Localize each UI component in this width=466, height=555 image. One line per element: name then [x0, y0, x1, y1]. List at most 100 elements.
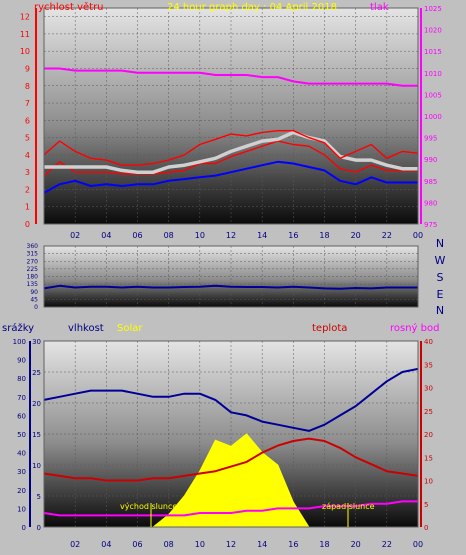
solar-label: Solar [117, 323, 143, 334]
pressure-tick-1005: 1005 [424, 91, 442, 99]
direction-tick-45: 45 [30, 296, 38, 303]
temp-tick-5: 5 [424, 501, 428, 509]
x-tick-p1-00: 00 [413, 231, 423, 240]
temperature-label: teplota [312, 323, 347, 334]
direction-tick-180: 180 [27, 274, 39, 281]
rain-label: srážky [2, 322, 34, 334]
temp-tick-25: 25 [424, 408, 433, 416]
chart-marks [43, 67, 419, 528]
x-tick-p3-16: 16 [288, 540, 298, 549]
humidity-tick-5: 5 [37, 493, 41, 501]
pressure-tick-975: 975 [424, 221, 437, 229]
wind-min-line [43, 160, 418, 194]
pressure-tick-1020: 1020 [424, 27, 442, 35]
pressure-tick-985: 985 [424, 178, 437, 186]
x-tick-p3-12: 12 [226, 540, 236, 549]
rain-tick-80: 80 [17, 375, 26, 383]
x-tick-p1-08: 08 [164, 231, 174, 240]
rain-tick-20: 20 [17, 487, 26, 495]
tick-labels: 0202040406060808101012121414161618182020… [13, 5, 442, 549]
x-tick-p3-08: 08 [164, 540, 174, 549]
compass-n-bottom: N [436, 304, 444, 317]
wind-tick-0: 0 [25, 220, 30, 229]
wind-tick-11: 11 [20, 30, 30, 39]
x-tick-p1-12: 12 [226, 231, 236, 240]
x-tick-p1-10: 10 [195, 231, 205, 240]
panel2-bg [44, 246, 418, 307]
direction-tick-0: 0 [34, 304, 38, 311]
temp-tick-15: 15 [424, 454, 433, 462]
rain-tick-10: 10 [17, 505, 26, 513]
x-tick-p1-04: 04 [101, 231, 111, 240]
pressure-tick-980: 980 [424, 199, 437, 207]
humidity-tick-10: 10 [32, 462, 41, 470]
direction-tick-225: 225 [27, 266, 39, 273]
rain-tick-60: 60 [17, 412, 26, 420]
x-tick-p3-00: 00 [413, 540, 423, 549]
temp-tick-0: 0 [424, 524, 428, 532]
rain-tick-70: 70 [17, 394, 26, 402]
rain-tick-100: 100 [13, 338, 26, 346]
x-tick-p1-02: 02 [70, 231, 80, 240]
wind-speed-line [43, 140, 418, 177]
pressure-tick-995: 995 [424, 135, 437, 143]
x-tick-p3-20: 20 [351, 540, 361, 549]
pressure-tick-1000: 1000 [424, 113, 442, 121]
temp-tick-10: 10 [424, 478, 433, 486]
x-tick-p3-04: 04 [101, 540, 111, 549]
panel2-border [43, 245, 419, 308]
panel3-border [43, 340, 419, 528]
rain-tick-40: 40 [17, 450, 26, 458]
rain-tick-50: 50 [17, 431, 26, 439]
panel1-border [43, 7, 419, 225]
x-tick-p1-18: 18 [319, 231, 329, 240]
x-tick-p1-16: 16 [288, 231, 298, 240]
temp-tick-40: 40 [424, 338, 433, 346]
temp-tick-30: 30 [424, 385, 433, 393]
temp-tick-35: 35 [424, 361, 433, 369]
wind-tick-9: 9 [25, 64, 30, 73]
pressure-tick-990: 990 [424, 156, 437, 164]
wind-speed-label: rychlost větru [34, 1, 104, 13]
humidity-tick-30: 30 [32, 338, 41, 346]
wind-gust-line [43, 129, 419, 166]
compass-e: E [437, 288, 444, 301]
x-tick-p3-22: 22 [382, 540, 392, 549]
wind-tick-2: 2 [25, 185, 30, 194]
humidity-tick-25: 25 [32, 369, 41, 377]
wind-tick-6: 6 [25, 116, 30, 125]
direction-tick-360: 360 [27, 243, 39, 250]
sunrise-annotation: východ slunce [120, 502, 177, 511]
wind-tick-10: 10 [20, 47, 30, 56]
wind-tick-12: 12 [20, 13, 30, 22]
dewpoint-label: rosný bod [390, 322, 439, 334]
direction-tick-135: 135 [27, 281, 39, 288]
pressure-line [44, 67, 418, 87]
direction-tick-315: 315 [27, 251, 39, 258]
wind-tick-5: 5 [25, 134, 30, 143]
humidity-line [43, 367, 419, 432]
x-tick-p1-06: 06 [132, 231, 142, 240]
rain-tick-30: 30 [17, 468, 26, 476]
x-tick-p3-02: 02 [70, 540, 80, 549]
rain-tick-0: 0 [22, 524, 26, 532]
x-tick-p1-20: 20 [351, 231, 361, 240]
rain-tick-90: 90 [17, 357, 26, 365]
wind-tick-7: 7 [25, 99, 30, 108]
wind-tick-8: 8 [25, 82, 30, 91]
chart-title: 24 hour graph day : 04 April 2018 [167, 2, 337, 13]
wind-tick-1: 1 [25, 203, 30, 212]
temp-tick-20: 20 [424, 431, 433, 439]
x-tick-p1-22: 22 [382, 231, 392, 240]
compass-n-top: N [436, 237, 444, 250]
x-tick-p3-18: 18 [319, 540, 329, 549]
direction-tick-270: 270 [27, 258, 39, 265]
pressure-tick-1015: 1015 [424, 48, 442, 56]
wind-avg-line [44, 130, 418, 174]
temperature-line [43, 437, 419, 482]
x-tick-p1-14: 14 [257, 231, 267, 240]
x-tick-p3-10: 10 [195, 540, 205, 549]
wind-tick-3: 3 [25, 168, 30, 177]
